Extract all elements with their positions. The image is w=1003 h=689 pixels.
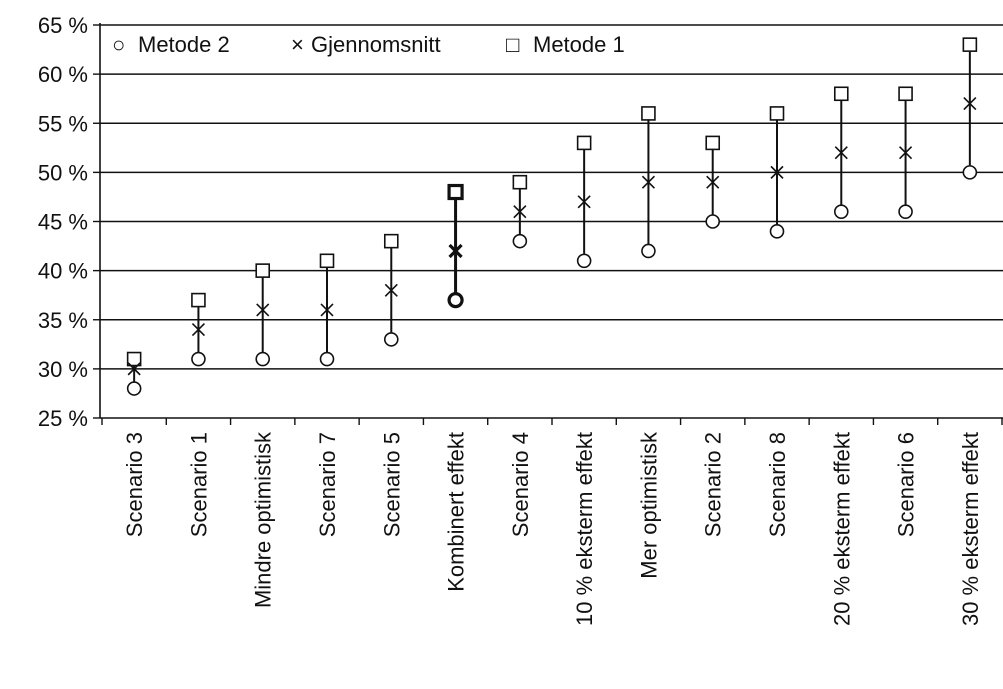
marker-metode-1 [576, 135, 592, 151]
marker-gjennomsnitt [448, 243, 463, 259]
marker-gjennomsnitt [127, 362, 141, 376]
marker-metode-1 [319, 253, 335, 269]
marker-gjennomsnitt [191, 323, 205, 337]
marker-metode-2 [833, 204, 849, 219]
x-tick-label: Scenario 8 [765, 432, 790, 537]
x-tick-label: Scenario 7 [315, 432, 340, 537]
range-lines [133, 51, 971, 382]
y-tick-label: 25 % [38, 406, 88, 431]
marker-metode-1 [383, 233, 399, 249]
legend-symbol-x: × [291, 32, 304, 57]
marker-metode-1 [769, 106, 785, 121]
marker-metode-2 [383, 332, 399, 347]
marker-metode-1 [126, 351, 142, 367]
marker-metode-2 [255, 351, 271, 367]
marker-metode-1 [705, 135, 721, 151]
y-tick-label: 55 % [38, 111, 88, 136]
x-tick-label: Scenario 1 [186, 432, 211, 537]
axes [93, 23, 1003, 425]
data-markers [126, 37, 978, 396]
x-tick-label: Scenario 3 [122, 432, 147, 537]
marker-metode-2 [126, 381, 142, 396]
marker-gjennomsnitt [706, 175, 720, 189]
marker-gjennomsnitt [770, 165, 784, 179]
marker-metode-1 [512, 174, 528, 190]
marker-gjennomsnitt [899, 146, 913, 160]
marker-metode-2 [962, 165, 978, 180]
legend: ○ Metode 2 × Gjennomsnitt □ Metode 1 [112, 32, 625, 57]
y-tick-label: 60 % [38, 62, 88, 87]
marker-metode-2 [705, 214, 721, 229]
marker-metode-2 [512, 233, 528, 249]
legend-label-metode-1: Metode 1 [533, 32, 625, 57]
marker-gjennomsnitt [834, 146, 848, 160]
marker-gjennomsnitt [577, 195, 591, 209]
marker-metode-2 [191, 351, 206, 367]
marker-metode-2 [769, 224, 785, 239]
y-tick-label: 30 % [38, 357, 88, 382]
marker-gjennomsnitt [256, 303, 270, 317]
marker-gjennomsnitt [513, 205, 527, 219]
x-tick-label: Scenario 2 [701, 432, 726, 537]
marker-metode-1 [255, 263, 271, 278]
legend-symbol-circle: ○ [112, 32, 125, 57]
legend-label-metode-2: Metode 2 [138, 32, 230, 57]
y-tick-label: 35 % [38, 308, 88, 333]
x-tick-label: 30 % eksterm effekt [958, 432, 983, 626]
x-tick-label: Scenario 5 [379, 432, 404, 537]
x-tick-labels: Scenario 3 Scenario 1 Mindre optimistisk Sc… [122, 431, 983, 626]
marker-gjennomsnitt [963, 97, 977, 111]
marker-metode-2 [447, 292, 464, 309]
marker-gjennomsnitt [384, 283, 398, 297]
x-tick-label: 20 % eksterm effekt [829, 432, 854, 626]
marker-metode-1 [447, 183, 464, 201]
marker-metode-2 [319, 351, 335, 367]
legend-label-gjennomsnitt: Gjennomsnitt [311, 32, 441, 57]
marker-metode-2 [641, 243, 656, 259]
x-tick-label: Kombinert effekt [444, 432, 469, 592]
x-tick-label: Scenario 4 [508, 432, 533, 537]
x-tick-label: Scenario 6 [894, 432, 919, 537]
gridlines [100, 24, 1003, 370]
legend-symbol-square: □ [506, 32, 519, 57]
marker-gjennomsnitt [320, 303, 334, 317]
marker-metode-2 [576, 253, 592, 269]
marker-gjennomsnitt [641, 175, 655, 189]
marker-metode-1 [898, 86, 913, 102]
x-tick-label: 10 % eksterm effekt [572, 432, 597, 626]
marker-metode-1 [191, 292, 206, 308]
y-tick-label: 50 % [38, 160, 88, 185]
y-tick-label: 45 % [38, 210, 88, 235]
y-tick-labels: 25 % 30 % 35 % 40 % 45 % 50 % 55 % 60 % 65 % [38, 13, 88, 431]
marker-metode-1 [641, 106, 656, 121]
y-tick-label: 65 % [38, 13, 88, 38]
x-tick-label: Mindre optimistisk [251, 431, 276, 608]
y-tick-label: 40 % [38, 259, 88, 284]
marker-metode-2 [898, 204, 913, 219]
marker-metode-1 [833, 86, 849, 102]
marker-metode-1 [962, 37, 978, 52]
x-tick-label: Mer optimistisk [636, 431, 661, 579]
